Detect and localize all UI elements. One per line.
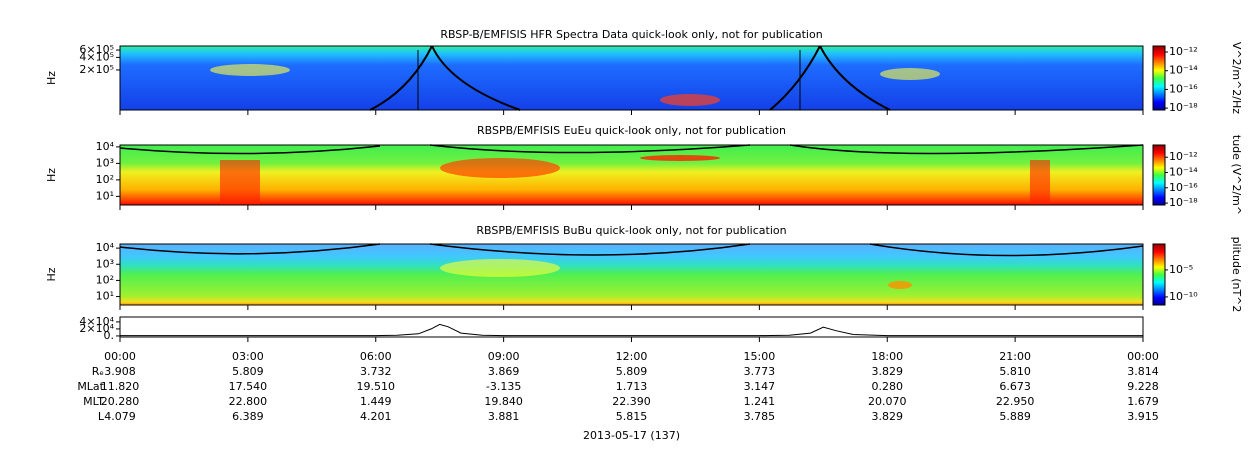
ephemeris-value: 3.785 bbox=[744, 410, 776, 423]
colorbar-tick-label: 10⁻¹⁶ bbox=[1169, 82, 1198, 95]
x-tick-label: 00:00 bbox=[1127, 350, 1159, 363]
ephemeris-value: 4.201 bbox=[360, 410, 392, 423]
x-tick-label: 09:00 bbox=[488, 350, 520, 363]
ephemeris-label: L bbox=[98, 410, 105, 423]
y-axis-label: Hz bbox=[45, 168, 58, 182]
ephemeris-value: 17.540 bbox=[229, 380, 268, 393]
y-tick-label: 10⁴ bbox=[96, 241, 115, 254]
ephemeris-value: 20.070 bbox=[868, 395, 907, 408]
y-axis-label: Hz bbox=[45, 267, 58, 281]
x-tick-label: 15:00 bbox=[744, 350, 776, 363]
ephemeris-label: Rₑ bbox=[92, 365, 104, 378]
ephemeris-value: 3.881 bbox=[488, 410, 520, 423]
y-tick-label: 10³ bbox=[96, 257, 114, 270]
ephemeris-value: 3.915 bbox=[1127, 410, 1159, 423]
y-axis-label: Hz bbox=[45, 71, 58, 85]
ephemeris-value: 3.814 bbox=[1127, 365, 1159, 378]
colorbar bbox=[1152, 144, 1166, 206]
ephemeris-value: 3.773 bbox=[744, 365, 776, 378]
y-tick-label: 4×10⁵ bbox=[79, 50, 114, 63]
y-tick-label: 6×10⁵ bbox=[79, 43, 114, 56]
ephemeris-value: 20.280 bbox=[101, 395, 140, 408]
x-tick-label: 06:00 bbox=[360, 350, 392, 363]
y-tick-label: 10² bbox=[96, 173, 114, 186]
y-tick-label: 10⁴ bbox=[96, 140, 115, 153]
colorbar-tick-label: 10⁻¹⁴ bbox=[1169, 166, 1198, 179]
ephemeris-label: MLat bbox=[77, 380, 104, 393]
x-tick-label: 00:00 bbox=[104, 350, 136, 363]
colorbar-tick-label: 10⁻¹² bbox=[1169, 150, 1198, 163]
colorbar-tick-label: 10⁻¹² bbox=[1169, 45, 1198, 58]
panel-title: RBSPB/EMFISIS EuEu quick-look only, not … bbox=[477, 124, 786, 137]
line bbox=[120, 323, 1143, 337]
x-tick-label: 18:00 bbox=[871, 350, 903, 363]
ephemeris-value: 3.829 bbox=[872, 410, 904, 423]
ephemeris-value: 1.241 bbox=[744, 395, 776, 408]
panel-title: RBSP-B/EMFISIS HFR Spectra Data quick-lo… bbox=[440, 28, 822, 41]
y-tick-label: 10¹ bbox=[96, 189, 114, 202]
colorbar-label: plitude (nT^2 bbox=[1230, 237, 1243, 313]
ephemeris-value: 6.673 bbox=[999, 380, 1031, 393]
ephemeris-value: 3.908 bbox=[104, 365, 136, 378]
ephemeris-value: 19.510 bbox=[357, 380, 396, 393]
gyrofrequency-curves bbox=[119, 45, 1144, 257]
ephemeris-value: 5.815 bbox=[616, 410, 648, 423]
ephemeris-value: 22.950 bbox=[996, 395, 1035, 408]
ephemeris-value: 11.820 bbox=[101, 380, 140, 393]
panel-title: RBSPB/EMFISIS BuBu quick-look only, not … bbox=[476, 224, 786, 237]
y-tick-label: 10³ bbox=[96, 156, 114, 169]
ephemeris-value: 1.679 bbox=[1127, 395, 1159, 408]
colorbar-label: tude (V^2/m^ bbox=[1230, 135, 1243, 215]
ephemeris-value: 0.280 bbox=[872, 380, 904, 393]
colorbar-tick-label: 10⁻¹⁸ bbox=[1169, 196, 1198, 209]
ephemeris-value: 6.389 bbox=[232, 410, 264, 423]
colorbar-tick-label: 10⁻¹⁰ bbox=[1169, 290, 1198, 303]
y-tick-label: 2×10⁴ bbox=[79, 322, 114, 335]
x-tick-label: 03:00 bbox=[232, 350, 264, 363]
ephemeris-value: 22.390 bbox=[612, 395, 651, 408]
ephemeris-value: 5.809 bbox=[232, 365, 264, 378]
spectrogram-1 bbox=[120, 46, 1143, 110]
spectrogram-images bbox=[120, 46, 1143, 305]
colorbar bbox=[1152, 243, 1166, 306]
ephemeris-value: 1.449 bbox=[360, 395, 392, 408]
y-tick-label: 2×10⁵ bbox=[79, 63, 114, 76]
panel-frame bbox=[119, 316, 1144, 338]
y-tick-label: 0. bbox=[104, 329, 115, 342]
ephemeris-value: 3.732 bbox=[360, 365, 392, 378]
ephemeris-value: -3.135 bbox=[486, 380, 521, 393]
ephemeris-value: 19.840 bbox=[484, 395, 523, 408]
ephemeris-value: 3.829 bbox=[872, 365, 904, 378]
spectrogram-2 bbox=[120, 145, 1143, 205]
ephemeris-value: 5.809 bbox=[616, 365, 648, 378]
y-tick-label: 10² bbox=[96, 273, 114, 286]
colorbar-tick-label: 10⁻¹⁸ bbox=[1169, 101, 1198, 114]
x-tick-label: 21:00 bbox=[999, 350, 1031, 363]
x-tick-label: 12:00 bbox=[616, 350, 648, 363]
ephemeris-value: 3.869 bbox=[488, 365, 520, 378]
colorbar-tick-label: 10⁻⁵ bbox=[1169, 263, 1193, 276]
ephemeris-value: 5.889 bbox=[999, 410, 1031, 423]
colorbar bbox=[1152, 45, 1166, 111]
colorbar-tick-label: 10⁻¹⁴ bbox=[1169, 64, 1198, 77]
ephemeris-value: 4.079 bbox=[104, 410, 136, 423]
y-tick-label: 10¹ bbox=[96, 290, 114, 303]
ephemeris-value: 22.800 bbox=[229, 395, 268, 408]
colorbar-tick-label: 10⁻¹⁶ bbox=[1169, 181, 1198, 194]
ephemeris-value: 5.810 bbox=[999, 365, 1031, 378]
ephemeris-value: 1.713 bbox=[616, 380, 648, 393]
y-tick-label: 4×10⁴ bbox=[79, 315, 114, 328]
ephemeris-value: 9.228 bbox=[1127, 380, 1159, 393]
ephemeris-value: 3.147 bbox=[744, 380, 776, 393]
date-label: 2013-05-17 (137) bbox=[583, 429, 680, 442]
colorbar-label: V^2/m^2/Hz bbox=[1230, 42, 1243, 114]
ephemeris-label: MLT bbox=[83, 395, 104, 408]
